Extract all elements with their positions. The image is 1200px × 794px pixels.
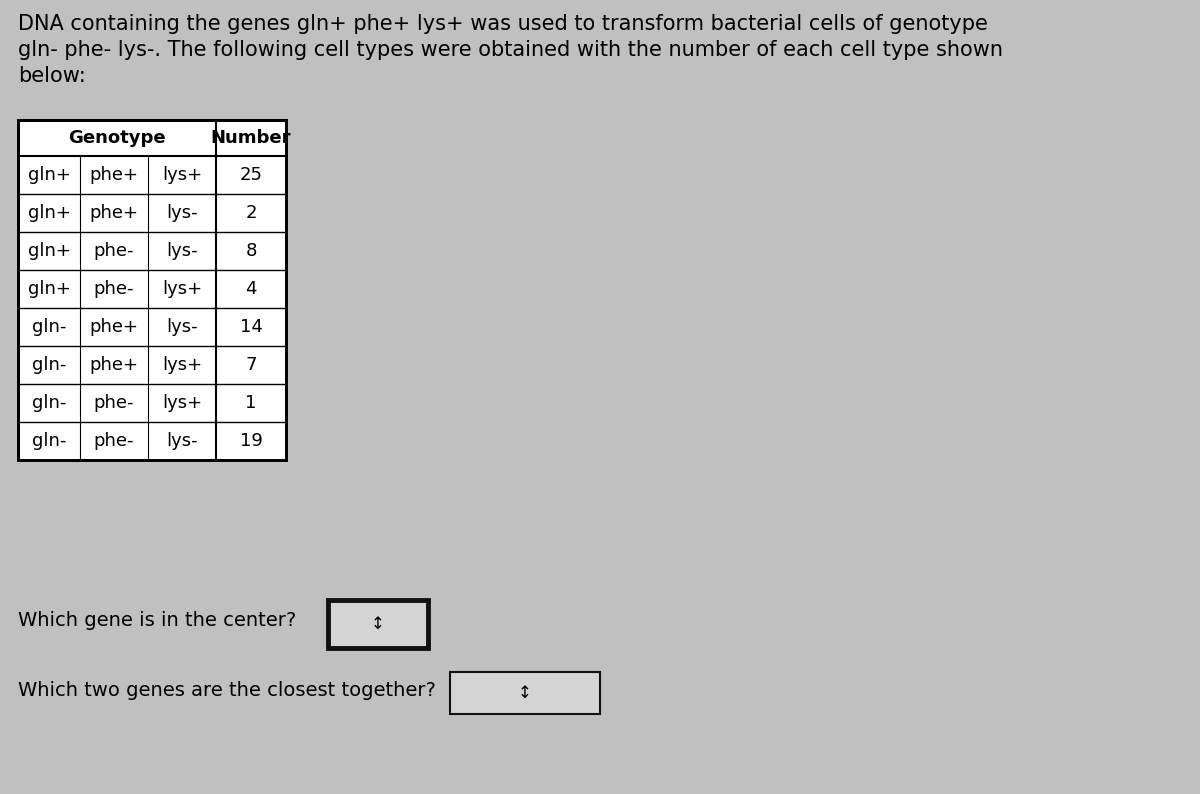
Text: lys-: lys-	[166, 242, 198, 260]
Text: phe+: phe+	[90, 166, 138, 184]
Text: gln+: gln+	[28, 166, 71, 184]
Text: 4: 4	[245, 280, 257, 298]
Text: gln+: gln+	[28, 242, 71, 260]
Bar	[18, 120, 286, 460]
Text: ↕: ↕	[518, 684, 532, 702]
Text: 7: 7	[245, 356, 257, 374]
Bar	[328, 600, 428, 648]
Text: lys+: lys+	[162, 166, 202, 184]
Text: phe-: phe-	[94, 394, 134, 412]
Bar	[450, 672, 600, 714]
Bar	[18, 120, 286, 460]
Text: ↕: ↕	[371, 615, 385, 633]
Text: phe-: phe-	[94, 242, 134, 260]
Text: Which gene is in the center?: Which gene is in the center?	[18, 611, 296, 630]
Text: lys-: lys-	[166, 204, 198, 222]
Text: Genotype: Genotype	[68, 129, 166, 147]
Text: gln+: gln+	[28, 204, 71, 222]
Text: lys+: lys+	[162, 394, 202, 412]
Text: below:: below:	[18, 66, 85, 86]
Text: 8: 8	[245, 242, 257, 260]
Text: DNA containing the genes gln+ phe+ lys+ was used to transform bacterial cells of: DNA containing the genes gln+ phe+ lys+ …	[18, 14, 988, 34]
Text: lys+: lys+	[162, 356, 202, 374]
Text: 2: 2	[245, 204, 257, 222]
Text: phe+: phe+	[90, 356, 138, 374]
Text: lys-: lys-	[166, 318, 198, 336]
Text: lys-: lys-	[166, 432, 198, 450]
Text: gln-: gln-	[32, 318, 66, 336]
Text: gln-: gln-	[32, 432, 66, 450]
Text: gln-: gln-	[32, 394, 66, 412]
Text: Which two genes are the closest together?: Which two genes are the closest together…	[18, 680, 436, 700]
Text: 19: 19	[240, 432, 263, 450]
Text: gln-: gln-	[32, 356, 66, 374]
Text: 1: 1	[245, 394, 257, 412]
Text: gln- phe- lys-. The following cell types were obtained with the number of each c: gln- phe- lys-. The following cell types…	[18, 40, 1003, 60]
Text: Number: Number	[211, 129, 292, 147]
Text: gln+: gln+	[28, 280, 71, 298]
Text: phe+: phe+	[90, 318, 138, 336]
Text: 25: 25	[240, 166, 263, 184]
Text: 14: 14	[240, 318, 263, 336]
Text: phe-: phe-	[94, 280, 134, 298]
Text: phe+: phe+	[90, 204, 138, 222]
Text: phe-: phe-	[94, 432, 134, 450]
Text: lys+: lys+	[162, 280, 202, 298]
